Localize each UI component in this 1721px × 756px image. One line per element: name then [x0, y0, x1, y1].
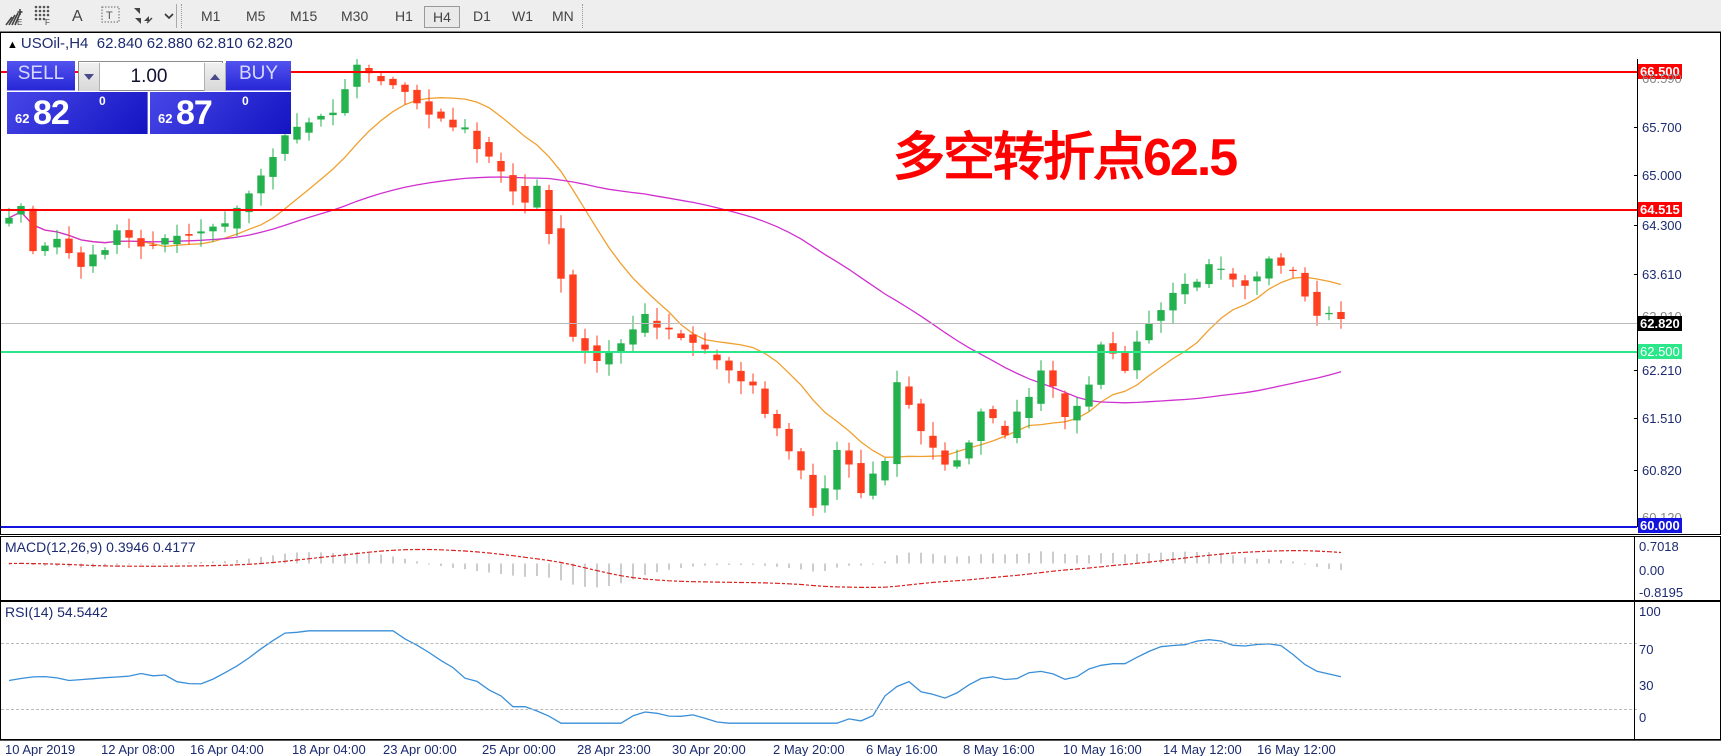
svg-text:T: T	[106, 10, 113, 22]
svg-text:A: A	[72, 8, 83, 25]
svg-text:F: F	[45, 18, 50, 27]
svg-text:E: E	[17, 18, 22, 27]
